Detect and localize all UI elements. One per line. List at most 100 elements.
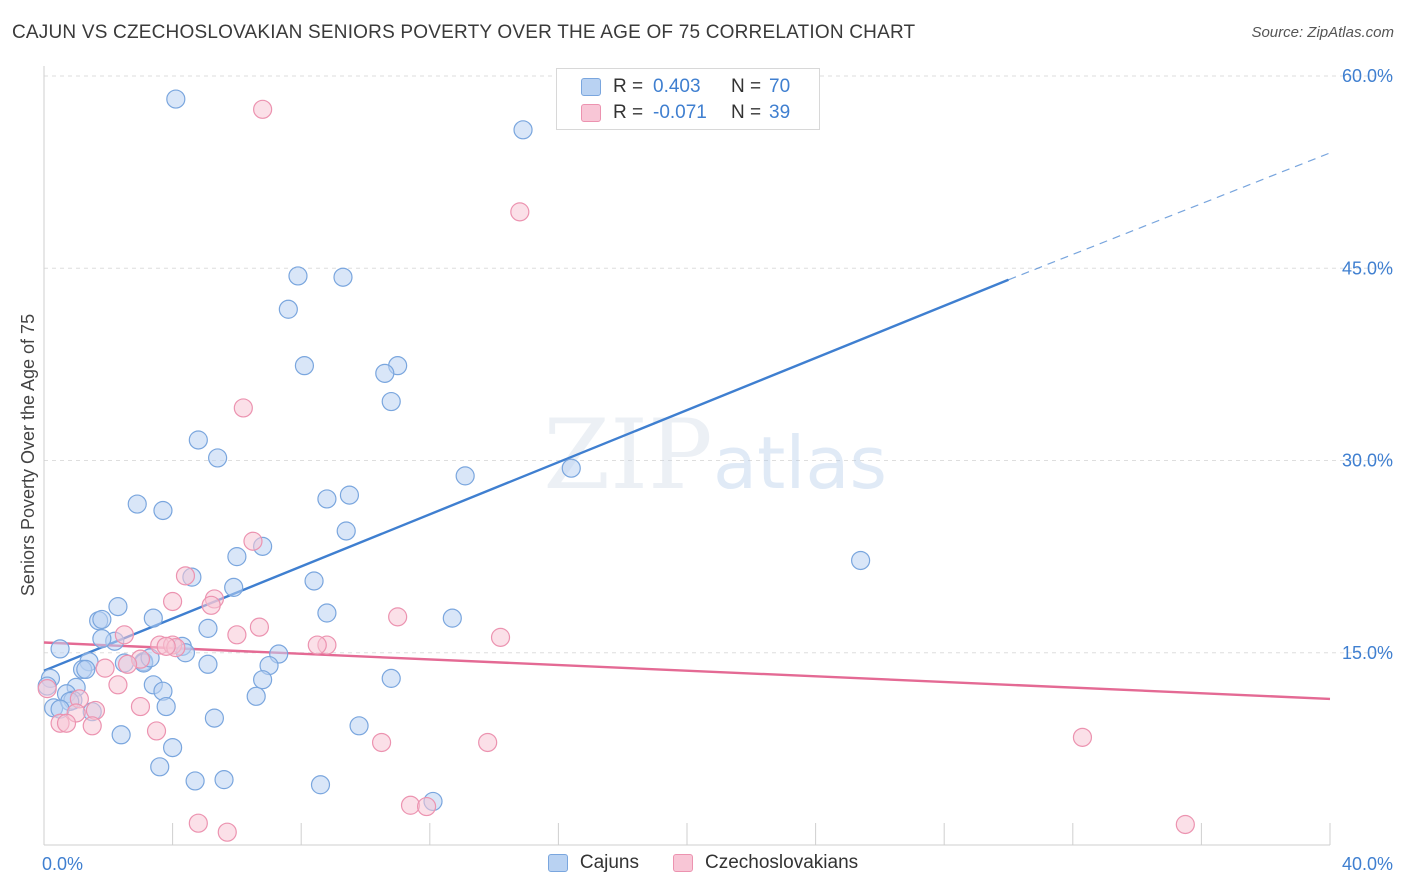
- legend-label-cajuns: Cajuns: [579, 852, 639, 873]
- point-cajuns: [50, 639, 70, 659]
- point-czechoslovakians: [188, 813, 208, 833]
- point-cajuns: [76, 659, 96, 680]
- point-cajuns: [188, 430, 208, 450]
- watermark: ZIP atlas: [543, 399, 887, 511]
- point-cajuns: [288, 266, 308, 286]
- point-czechoslovakians: [510, 202, 530, 222]
- x-tick-label: 0.0%: [42, 854, 83, 874]
- point-czechoslovakians: [227, 625, 247, 645]
- n-label: N =: [731, 76, 762, 97]
- point-cajuns: [381, 391, 401, 412]
- legend-swatch-czechoslovakians: [673, 854, 693, 872]
- point-czechoslovakians: [130, 696, 151, 717]
- data-points: [37, 89, 1195, 842]
- point-cajuns: [294, 356, 315, 376]
- point-czechoslovakians: [416, 796, 437, 817]
- point-cajuns: [513, 120, 533, 140]
- n-value: 39: [769, 102, 791, 123]
- point-cajuns: [310, 775, 331, 795]
- point-czechoslovakians: [163, 591, 183, 612]
- r-label: R =: [613, 76, 644, 97]
- point-cajuns: [185, 771, 205, 791]
- point-cajuns: [150, 757, 170, 777]
- legend-item-czechoslovakians[interactable]: Czechoslovakians: [673, 852, 858, 874]
- series-legend: Cajuns Czechoslovakians: [0, 852, 1406, 874]
- point-cajuns: [339, 485, 360, 505]
- point-cajuns: [349, 716, 369, 736]
- point-cajuns: [336, 521, 356, 541]
- stats-row-cajuns: R = 0.403 N = 70: [581, 75, 790, 99]
- y-tick-label: 60.0%: [1342, 66, 1393, 86]
- point-czechoslovakians: [478, 732, 498, 753]
- n-label: N =: [731, 102, 762, 123]
- r-value: 0.403: [653, 76, 701, 97]
- point-czechoslovakians: [249, 617, 270, 637]
- point-czechoslovakians: [156, 636, 176, 656]
- point-czechoslovakians: [388, 607, 408, 627]
- point-cajuns: [246, 686, 266, 706]
- trend-line-czechoslovakians: [43, 641, 1331, 701]
- point-czechoslovakians: [146, 721, 167, 741]
- point-cajuns: [304, 571, 324, 591]
- legend-swatch-czechoslovakians: [581, 104, 601, 122]
- point-cajuns: [108, 597, 128, 617]
- axes: [43, 66, 1331, 846]
- point-czechoslovakians: [37, 679, 57, 699]
- point-cajuns: [163, 737, 183, 758]
- point-czechoslovakians: [371, 732, 392, 753]
- point-cajuns: [561, 458, 581, 478]
- point-cajuns: [198, 654, 218, 674]
- point-cajuns: [153, 500, 173, 521]
- legend-item-cajuns[interactable]: Cajuns: [547, 852, 639, 874]
- y-tick-label: 15.0%: [1342, 643, 1393, 663]
- point-czechoslovakians: [1175, 814, 1195, 835]
- point-cajuns: [156, 696, 176, 717]
- point-cajuns: [851, 550, 871, 571]
- point-czechoslovakians: [1072, 727, 1093, 747]
- point-cajuns: [166, 89, 186, 109]
- tick-labels: 15.0% 30.0% 45.0% 60.0% 0.0% 40.0%: [42, 66, 1393, 874]
- point-czechoslovakians: [490, 627, 511, 647]
- point-czechoslovakians: [56, 713, 77, 733]
- point-cajuns: [227, 547, 247, 567]
- point-cajuns: [442, 608, 462, 628]
- point-cajuns: [224, 577, 244, 597]
- point-cajuns: [381, 668, 401, 688]
- r-value: -0.071: [653, 102, 707, 123]
- x-tick-label: 40.0%: [1342, 854, 1393, 874]
- point-czechoslovakians: [400, 795, 421, 815]
- point-cajuns: [208, 448, 228, 468]
- y-tick-label: 30.0%: [1342, 451, 1393, 471]
- point-cajuns: [143, 608, 163, 628]
- stats-legend: R = 0.403 N = 70 R = -0.071 N = 39: [556, 68, 820, 130]
- point-czechoslovakians: [253, 99, 273, 119]
- y-tick-label: 45.0%: [1342, 258, 1393, 278]
- point-cajuns: [127, 494, 147, 514]
- legend-label-czechoslovakians: Czechoslovakians: [705, 852, 859, 873]
- point-czechoslovakians: [175, 566, 196, 586]
- point-cajuns: [333, 267, 353, 287]
- source-label: Source: ZipAtlas.com: [1251, 24, 1394, 41]
- chart-title: CAJUN VS CZECHOSLOVAKIAN SENIORS POVERTY…: [12, 22, 916, 43]
- watermark-atlas: atlas: [713, 421, 887, 505]
- point-cajuns: [317, 603, 337, 623]
- point-czechoslovakians: [82, 716, 102, 736]
- point-cajuns: [278, 299, 298, 319]
- point-cajuns: [111, 725, 131, 745]
- legend-swatch-cajuns: [581, 78, 601, 96]
- point-cajuns: [92, 629, 112, 649]
- trend-extension-cajuns: [1008, 152, 1331, 281]
- grid-lines: [44, 75, 1394, 654]
- point-czechoslovakians: [201, 595, 221, 615]
- point-cajuns: [253, 670, 273, 690]
- point-cajuns: [317, 489, 337, 509]
- point-cajuns: [198, 618, 218, 638]
- legend-swatch-cajuns: [547, 854, 568, 872]
- point-cajuns: [455, 466, 475, 486]
- point-czechoslovakians: [233, 398, 253, 418]
- stats-row-czechoslovakians: R = -0.071 N = 39: [581, 101, 790, 125]
- point-cajuns: [214, 770, 234, 790]
- point-czechoslovakians: [95, 658, 115, 678]
- watermark-zip: ZIP: [543, 399, 712, 511]
